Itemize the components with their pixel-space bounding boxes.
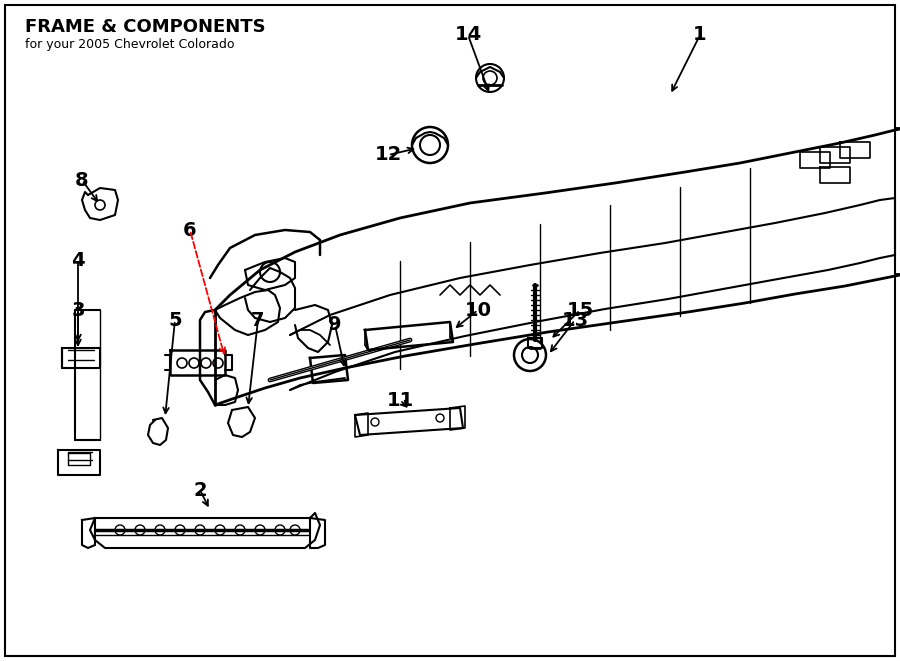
Text: 12: 12 (374, 145, 401, 165)
Text: 8: 8 (76, 171, 89, 190)
Text: 1: 1 (693, 26, 706, 44)
Text: 3: 3 (71, 301, 85, 319)
Text: 5: 5 (168, 311, 182, 329)
Text: 11: 11 (386, 391, 414, 410)
Text: 6: 6 (184, 221, 197, 239)
Text: 15: 15 (566, 301, 594, 319)
Text: 4: 4 (71, 251, 85, 270)
Text: 14: 14 (454, 26, 482, 44)
Text: 2: 2 (194, 481, 207, 500)
Text: FRAME & COMPONENTS: FRAME & COMPONENTS (25, 18, 265, 36)
Text: 7: 7 (251, 311, 265, 329)
Text: 13: 13 (562, 311, 589, 329)
Text: 10: 10 (464, 301, 491, 319)
Text: 9: 9 (328, 315, 342, 334)
Text: for your 2005 Chevrolet Colorado: for your 2005 Chevrolet Colorado (25, 38, 235, 51)
